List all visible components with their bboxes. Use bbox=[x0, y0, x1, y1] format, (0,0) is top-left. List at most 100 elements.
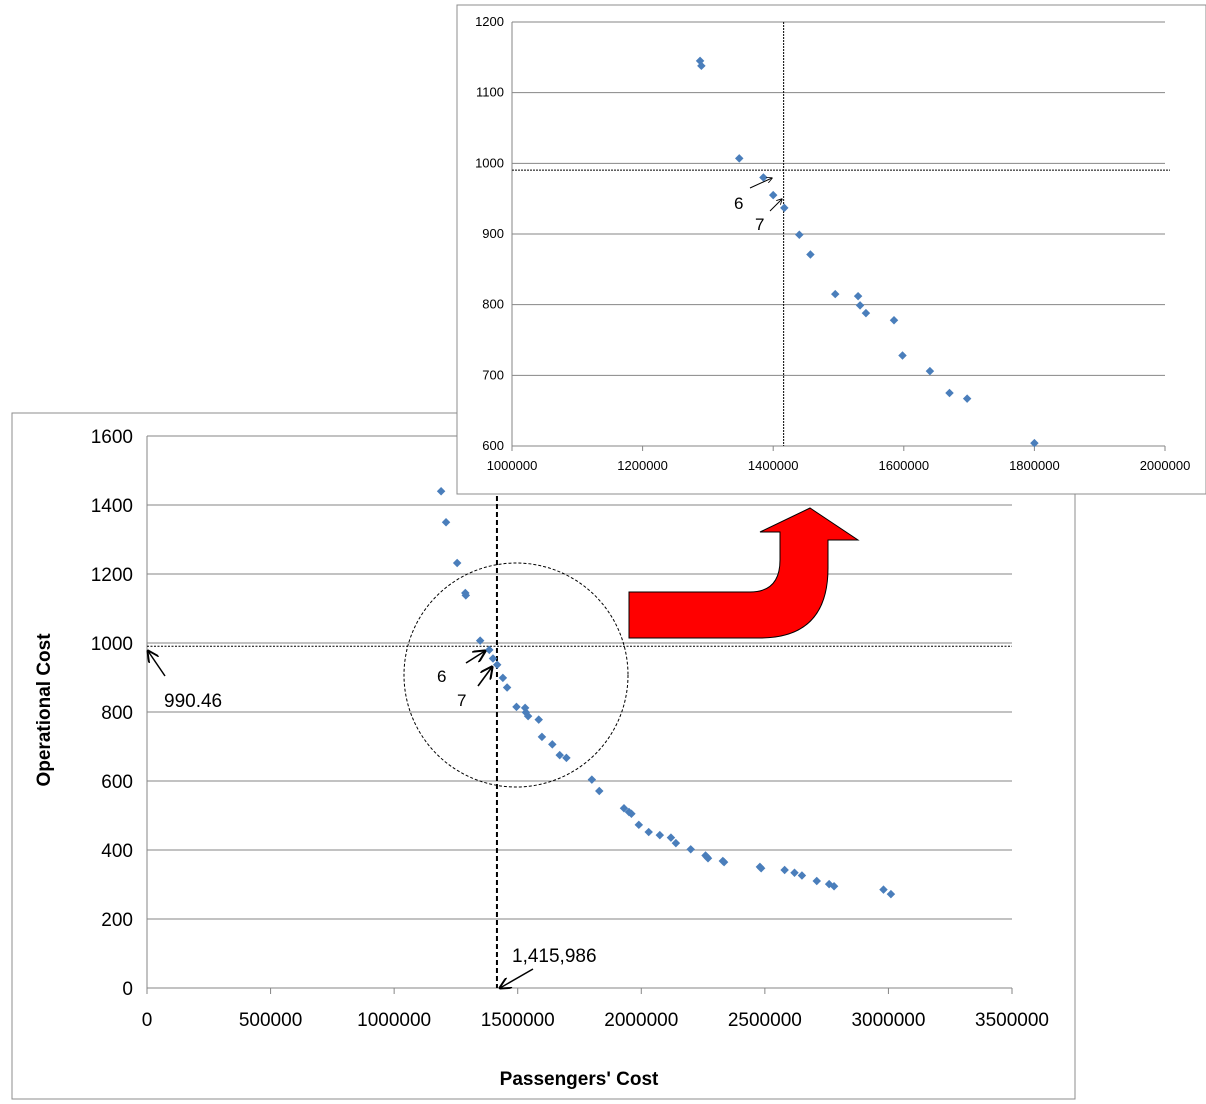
inset-x-tick-labels: 1000000 1200000 1400000 1600000 1800000 20000… bbox=[487, 458, 1191, 473]
main-y-tick-label: 1200 bbox=[91, 565, 133, 586]
inset-data-point bbox=[830, 289, 840, 299]
inset-y-tick-label: 1100 bbox=[476, 85, 504, 100]
main-x-tick-label: 2000000 bbox=[604, 1010, 678, 1031]
main-data-point bbox=[534, 715, 543, 724]
inset-data-point bbox=[889, 315, 899, 325]
main-chart-frame bbox=[11, 412, 1076, 1100]
inset-reference-lines bbox=[512, 22, 1170, 446]
main-data-point bbox=[719, 857, 729, 867]
main-y-tick-labels: 0 200 400 600 800 1000 1200 1400 1600 bbox=[91, 427, 133, 1000]
main-data-point bbox=[879, 885, 888, 894]
inset-point-6-label: 6 bbox=[734, 194, 743, 213]
main-y-tick-label: 0 bbox=[122, 979, 133, 1000]
main-data-point bbox=[780, 865, 789, 875]
main-x-tick-labels: 0 500000 1000000 1500000 2000000 2500000 30000… bbox=[142, 1010, 1049, 1031]
inset-point-7-arrow bbox=[769, 199, 782, 212]
inset-data-point bbox=[853, 291, 863, 301]
inset-y-tick-label: 600 bbox=[482, 438, 504, 453]
main-data-point bbox=[512, 702, 521, 712]
main-reference-lines bbox=[147, 440, 1012, 988]
inset-y-tick-label: 900 bbox=[482, 226, 504, 241]
main-data-point bbox=[492, 660, 502, 669]
main-data-point bbox=[790, 868, 799, 878]
main-data-point bbox=[627, 809, 636, 819]
main-data-point bbox=[671, 838, 681, 848]
inset-y-tick-label: 700 bbox=[482, 367, 504, 382]
main-x-axis-title: Passengers' Cost bbox=[500, 1069, 659, 1090]
main-data-point bbox=[461, 591, 471, 600]
main-data-point bbox=[886, 889, 896, 899]
main-y-tick-label: 600 bbox=[101, 772, 133, 793]
main-data-point bbox=[441, 518, 451, 527]
main-data-point bbox=[619, 804, 629, 813]
main-data-points bbox=[436, 486, 896, 899]
x-reference-label: 1,415,986 bbox=[512, 946, 597, 967]
main-y-tick-label: 200 bbox=[101, 910, 133, 931]
zoom-region-circle bbox=[403, 562, 629, 788]
inset-point-6-arrow bbox=[749, 178, 772, 189]
main-data-point bbox=[587, 775, 597, 784]
main-data-point bbox=[703, 854, 713, 863]
inset-y-tick-label: 1200 bbox=[475, 14, 504, 29]
inset-data-point bbox=[1030, 438, 1039, 448]
main-y-tick-label: 800 bbox=[101, 703, 133, 724]
inset-x-tick-label: 2000000 bbox=[1140, 458, 1191, 473]
inset-gridlines bbox=[511, 21, 1166, 451]
inset-chart-frame bbox=[456, 4, 1206, 495]
point-6-label: 6 bbox=[437, 667, 446, 686]
main-data-point bbox=[555, 750, 564, 760]
main-data-point bbox=[829, 881, 839, 891]
main-data-point bbox=[562, 753, 571, 763]
inset-data-point bbox=[925, 366, 935, 376]
main-x-tick-label: 3000000 bbox=[851, 1010, 925, 1031]
inset-data-point bbox=[962, 394, 972, 403]
inset-data-point bbox=[855, 301, 865, 310]
inset-y-tick-label: 800 bbox=[482, 297, 504, 312]
main-y-tick-label: 1000 bbox=[91, 634, 133, 655]
main-x-tick-label: 2500000 bbox=[728, 1010, 802, 1031]
inset-x-tick-label: 1800000 bbox=[1009, 458, 1060, 473]
main-data-point bbox=[498, 673, 508, 683]
main-data-point bbox=[452, 558, 462, 568]
main-data-point bbox=[797, 871, 807, 880]
main-x-tick-label: 500000 bbox=[239, 1010, 302, 1031]
inset-point-7-label: 7 bbox=[755, 215, 764, 234]
main-y-tick-label: 1400 bbox=[91, 496, 133, 517]
inset-x-tick-label: 1600000 bbox=[878, 458, 929, 473]
main-x-tick-label: 0 bbox=[142, 1010, 153, 1031]
main-data-point bbox=[523, 711, 533, 721]
main-data-point bbox=[756, 864, 766, 873]
inset-y-tick-labels: 600 700 800 900 1000 1100 1200 bbox=[475, 14, 504, 453]
main-data-point bbox=[644, 827, 653, 837]
y-reference-arrow bbox=[148, 651, 166, 677]
point-6-arrow bbox=[465, 651, 485, 664]
zoom-red-arrow bbox=[628, 507, 860, 639]
main-data-point bbox=[595, 786, 604, 796]
main-y-tick-label: 1600 bbox=[91, 427, 133, 448]
main-data-point bbox=[537, 732, 547, 742]
main-x-tick-label: 1500000 bbox=[481, 1010, 555, 1031]
main-data-point bbox=[666, 833, 676, 842]
inset-x-tick-label: 1200000 bbox=[617, 458, 668, 473]
main-data-point bbox=[548, 740, 557, 749]
main-data-point bbox=[502, 683, 512, 692]
main-x-tick-label: 1000000 bbox=[357, 1010, 431, 1031]
x-reference-arrow bbox=[500, 968, 534, 988]
main-data-point bbox=[488, 654, 498, 663]
inset-data-point bbox=[945, 388, 954, 398]
main-data-point bbox=[686, 845, 695, 854]
main-data-point bbox=[812, 876, 821, 886]
main-y-tick-label: 400 bbox=[101, 841, 133, 862]
y-reference-label: 990.46 bbox=[164, 691, 222, 712]
inset-data-point bbox=[898, 351, 907, 360]
inset-data-point bbox=[861, 308, 871, 318]
inset-x-tick-label: 1400000 bbox=[748, 458, 799, 473]
inset-y-tick-label: 1000 bbox=[475, 155, 504, 170]
inset-x-tick-label: 1000000 bbox=[487, 458, 538, 473]
main-y-axis-title: Operational Cost bbox=[34, 633, 55, 787]
main-data-point bbox=[475, 636, 485, 645]
point-7-label: 7 bbox=[457, 691, 466, 710]
main-data-point bbox=[436, 486, 446, 496]
point-7-arrow bbox=[477, 667, 492, 687]
main-x-tick-label: 3500000 bbox=[975, 1010, 1049, 1031]
